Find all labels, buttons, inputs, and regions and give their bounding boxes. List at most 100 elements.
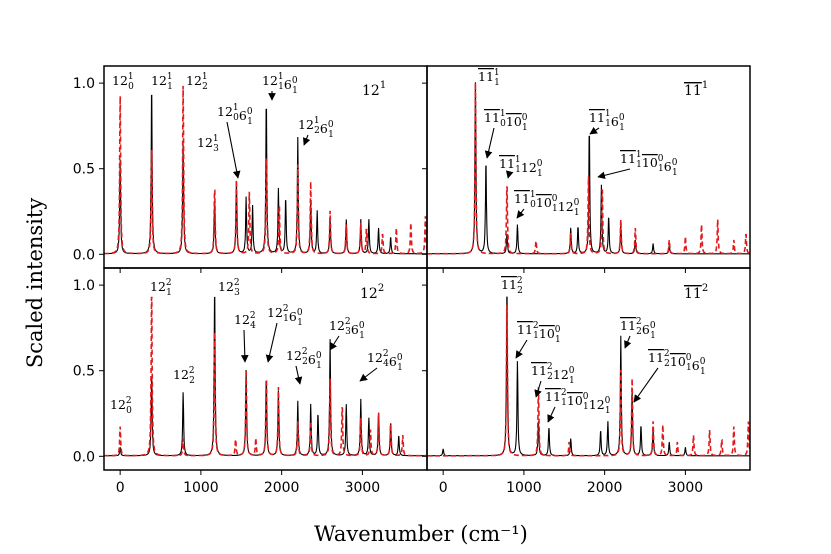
peak-annotation: 122 160 1 (267, 304, 303, 328)
annotation-sub: 2 (547, 372, 553, 382)
peak-annotation: 122 1 (150, 278, 172, 298)
peak-annotation: 121 060 1 (217, 103, 253, 127)
red-dashed-series-bottom-left (104, 296, 427, 457)
annotation-base: 6 (239, 108, 247, 123)
annotation-arrow (515, 339, 528, 359)
annotation-sup: 2 (547, 362, 553, 372)
annotation-arrow (302, 134, 311, 146)
y-tick-label: 1.0 (73, 76, 95, 92)
annotation-sup: 0 (583, 392, 589, 402)
y-tick-label: 1.0 (73, 278, 95, 294)
annotation-sup: 1 (530, 190, 536, 200)
annotation-sub: 1 (650, 331, 656, 341)
peak-annotation: 121 3 (197, 134, 219, 154)
annotation-base: 12 (286, 348, 302, 363)
x-tick-label: 0 (439, 480, 448, 496)
annotation-arrow (505, 170, 514, 179)
annotation-base: 6 (320, 121, 328, 136)
annotation-arrow (516, 208, 525, 219)
peak-annotation: 112 2100 160 1 (648, 349, 706, 377)
annotation-sup: 2 (302, 347, 308, 357)
annotation-base: 6 (289, 309, 297, 324)
annotation-sup: 2 (533, 321, 539, 331)
annotation-sup: 2 (126, 396, 132, 406)
annotation-sub: 1 (278, 82, 284, 92)
annotation-sub: 2 (636, 327, 642, 337)
annotation-base: 12 (110, 397, 126, 412)
annotation-sub: 1 (283, 314, 289, 324)
annotation-sub: 2 (664, 359, 670, 369)
peak-annotation: 122 3 (218, 278, 240, 298)
peak-annotation: 111 160 1 (589, 109, 625, 133)
annotation-arrow (329, 335, 340, 351)
annotation-base: 12 (218, 279, 234, 294)
annotation-sup: 0 (605, 396, 611, 406)
panel-tag: 111 (684, 80, 708, 99)
annotation-sub: 1 (247, 117, 253, 127)
annotation-base: 12 (553, 367, 569, 382)
annotation-base: 11 (501, 277, 517, 292)
annotation-sup: 2 (166, 278, 172, 288)
annotation-base: 6 (642, 322, 650, 337)
annotation-sup: 0 (574, 198, 580, 208)
annotation-base: 11 (484, 110, 500, 125)
annotation-base: 12 (234, 312, 250, 327)
peak-annotation: 121 160 1 (262, 72, 298, 96)
annotation-sup: 0 (686, 353, 692, 363)
annotation-base: 12 (186, 73, 202, 88)
annotation-base: 12 (298, 117, 314, 132)
annotation-sub: 1 (700, 367, 706, 377)
annotation-sup: 0 (297, 308, 303, 318)
annotation-base: 11 (478, 69, 494, 84)
annotation-base: 12 (521, 160, 537, 175)
annotation-sub: 1 (166, 288, 172, 298)
panel-tag: 122 (360, 283, 384, 302)
annotation-sup: 0 (700, 357, 706, 367)
annotation-sup: 1 (278, 72, 284, 82)
panel-tag: 112 (684, 283, 708, 302)
annotation-sup: 0 (292, 76, 298, 86)
annotation-sup: 2 (283, 304, 289, 314)
annotation-base: 11 (499, 156, 515, 171)
annotation-sub: 1 (555, 335, 561, 345)
peak-annotation: 121 260 1 (298, 116, 334, 140)
annotation-sub: 1 (167, 82, 173, 92)
annotation-sub: 1 (397, 363, 403, 373)
annotation-arrow (484, 127, 495, 159)
annotation-sub: 0 (128, 82, 134, 92)
annotation-sup: 2 (561, 388, 567, 398)
annotation-sup: 2 (189, 366, 195, 376)
annotation-arrow (294, 365, 303, 385)
annotation-sub: 3 (345, 327, 351, 337)
annotation-arrow (226, 121, 241, 179)
annotation-sup: 0 (555, 325, 561, 335)
annotation-sup: 1 (213, 134, 219, 144)
annotation-sup: 0 (537, 159, 543, 169)
annotation-sup: 1 (500, 109, 506, 119)
annotation-sub: 1 (636, 160, 642, 170)
x-tick-label: 3000 (668, 480, 704, 496)
annotation-sub: 2 (202, 82, 208, 92)
annotation-sup: 0 (672, 158, 678, 168)
annotation-arrow (597, 168, 631, 180)
annotation-base: 12 (367, 350, 383, 365)
annotation-base: 10 (506, 114, 522, 129)
peak-annotation: 122 4 (234, 311, 256, 331)
annotation-sup: 1 (515, 155, 521, 165)
annotation-sub: 1 (658, 164, 664, 174)
annotation-arrow (633, 367, 659, 403)
y-tick-label: 0.0 (73, 247, 95, 263)
annotation-sup: 0 (328, 120, 334, 130)
annotation-sub: 1 (619, 123, 625, 133)
annotation-sup: 1 (128, 72, 134, 82)
annotation-sub: 0 (530, 200, 536, 210)
annotation-base: 10 (567, 393, 583, 408)
annotation-sup: 0 (619, 113, 625, 123)
peak-annotation: 121 1 (151, 72, 173, 92)
annotation-sup: 2 (345, 317, 351, 327)
annotation-arrow (265, 322, 278, 363)
annotation-sup: 1 (636, 150, 642, 160)
